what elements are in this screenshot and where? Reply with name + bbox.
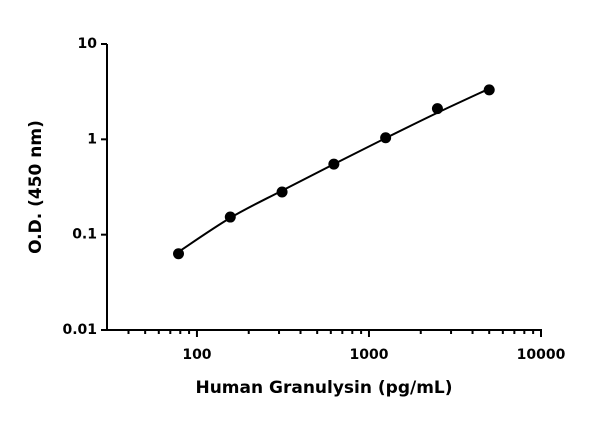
data-point <box>276 186 288 198</box>
data-point <box>328 158 340 170</box>
data-point <box>380 132 392 144</box>
y-tick-label: 10 <box>78 36 98 52</box>
y-axis-title: O.D. (450 nm) <box>26 120 46 254</box>
x-tick-label: 1000 <box>349 347 388 363</box>
data-point <box>431 103 443 115</box>
x-tick-label: 10000 <box>517 347 566 363</box>
data-point <box>173 248 185 260</box>
y-tick-label: 1 <box>87 131 97 147</box>
y-tick-label: 0.1 <box>72 227 97 243</box>
y-tick-label: 0.01 <box>62 322 97 338</box>
fit-curve <box>177 87 490 253</box>
x-axis-title: Human Granulysin (pg/mL) <box>195 378 452 398</box>
x-tick-label: 100 <box>182 347 211 363</box>
data-point <box>483 84 495 96</box>
data-point <box>224 211 236 223</box>
